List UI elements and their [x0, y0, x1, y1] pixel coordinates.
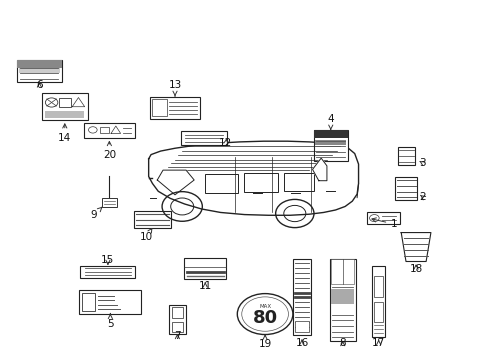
Bar: [313, 130, 347, 161]
Bar: [184, 258, 226, 279]
Bar: [295, 321, 308, 332]
Bar: [149, 97, 200, 118]
Bar: [374, 302, 382, 322]
Bar: [134, 211, 171, 228]
Text: 15: 15: [101, 256, 114, 265]
Bar: [293, 259, 310, 335]
Bar: [171, 321, 183, 332]
Bar: [181, 131, 226, 145]
Bar: [80, 266, 135, 278]
Bar: [205, 174, 237, 193]
Bar: [100, 127, 108, 133]
Text: 3: 3: [419, 158, 425, 168]
Bar: [372, 266, 384, 337]
Text: 11: 11: [198, 281, 211, 291]
Text: 5: 5: [107, 314, 113, 329]
Polygon shape: [400, 233, 430, 261]
Text: 18: 18: [408, 264, 422, 274]
Bar: [102, 198, 117, 207]
Text: 80: 80: [252, 309, 277, 327]
Bar: [331, 289, 353, 304]
Text: 16: 16: [295, 338, 308, 348]
Text: 9: 9: [90, 207, 102, 220]
Bar: [168, 305, 185, 334]
Text: 13: 13: [168, 80, 181, 96]
Circle shape: [241, 297, 288, 331]
Text: 17: 17: [371, 338, 385, 348]
Text: 2: 2: [419, 192, 425, 202]
Bar: [171, 307, 183, 319]
Bar: [395, 177, 417, 200]
Text: 7: 7: [174, 331, 181, 341]
Bar: [82, 293, 95, 311]
Text: 19: 19: [258, 335, 271, 349]
Bar: [313, 130, 347, 138]
Bar: [366, 212, 399, 224]
Polygon shape: [157, 170, 194, 195]
Bar: [17, 60, 62, 82]
Polygon shape: [148, 141, 358, 215]
Text: MAX: MAX: [259, 305, 271, 309]
Text: 8: 8: [339, 338, 346, 348]
Bar: [59, 98, 71, 107]
Circle shape: [237, 294, 292, 334]
Bar: [283, 172, 313, 191]
Bar: [315, 140, 346, 145]
Text: 20: 20: [102, 141, 116, 159]
Text: 12: 12: [219, 138, 232, 148]
Bar: [329, 259, 355, 341]
Bar: [19, 68, 60, 73]
Bar: [397, 147, 414, 165]
Bar: [84, 123, 134, 138]
Text: 10: 10: [140, 229, 153, 242]
Bar: [243, 173, 278, 192]
Text: 14: 14: [58, 124, 71, 143]
Text: 1: 1: [371, 218, 397, 229]
Polygon shape: [312, 158, 326, 181]
Bar: [42, 93, 87, 120]
Text: 6: 6: [36, 80, 42, 90]
Bar: [152, 99, 166, 116]
Bar: [17, 60, 62, 68]
Bar: [374, 276, 382, 297]
Bar: [79, 290, 141, 314]
Bar: [331, 259, 353, 284]
Text: 4: 4: [327, 114, 333, 130]
Bar: [45, 111, 84, 118]
